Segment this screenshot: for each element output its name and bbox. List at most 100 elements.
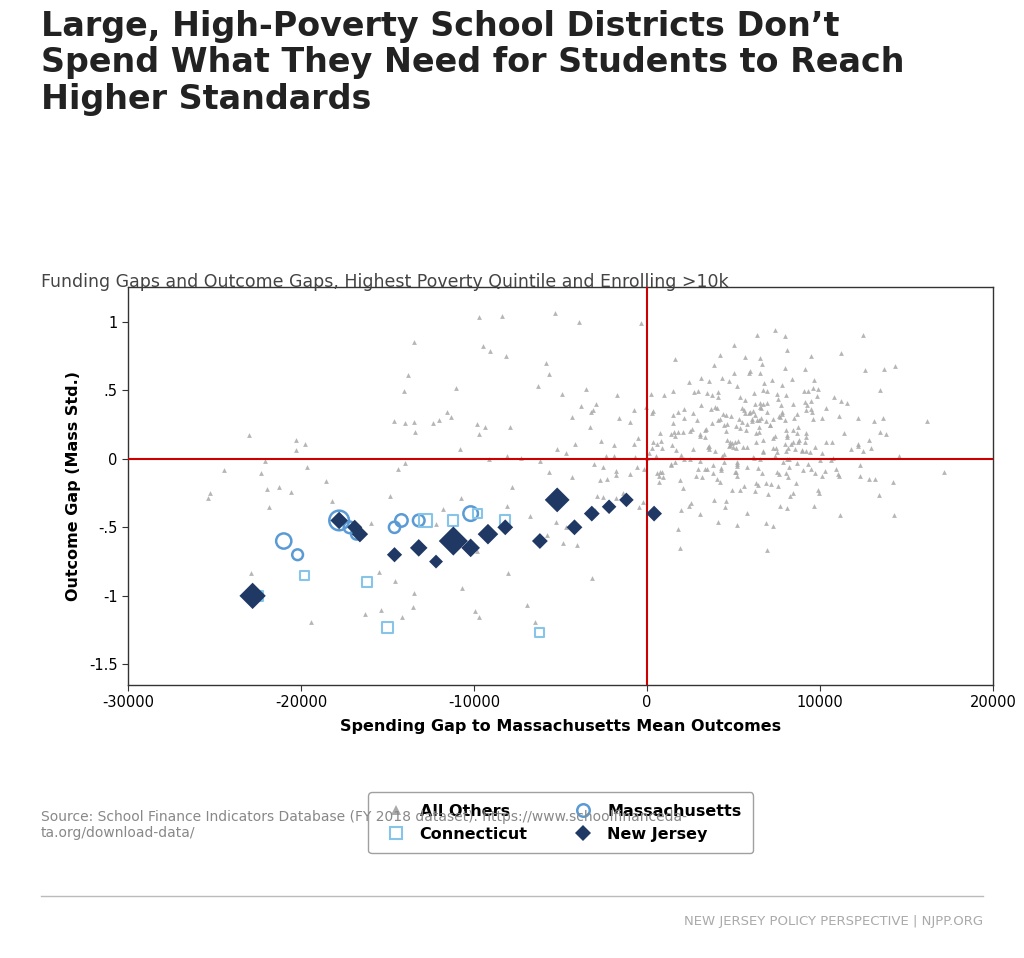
Point bbox=[748, 425, 764, 441]
Point bbox=[407, 423, 423, 439]
Point bbox=[758, 475, 774, 490]
Point bbox=[696, 462, 713, 477]
Point bbox=[665, 408, 681, 423]
Point bbox=[891, 448, 907, 464]
Point bbox=[703, 388, 720, 403]
Point bbox=[531, 626, 548, 641]
Point bbox=[818, 434, 835, 449]
Point bbox=[611, 410, 628, 425]
Point bbox=[598, 448, 614, 464]
Point bbox=[595, 459, 611, 474]
Point bbox=[730, 411, 746, 426]
Point bbox=[250, 588, 266, 604]
Point bbox=[728, 378, 744, 394]
Point bbox=[767, 448, 783, 464]
Point bbox=[719, 433, 735, 448]
Point bbox=[682, 451, 698, 467]
Point bbox=[718, 493, 734, 509]
Point bbox=[729, 517, 745, 533]
Point bbox=[764, 411, 780, 426]
Point bbox=[855, 444, 871, 459]
Point bbox=[418, 513, 434, 528]
Point bbox=[684, 441, 700, 456]
Point bbox=[878, 426, 894, 442]
Point bbox=[733, 415, 750, 430]
Point bbox=[810, 486, 826, 501]
Point bbox=[634, 494, 650, 510]
Point bbox=[553, 386, 569, 401]
Point bbox=[715, 406, 731, 422]
Point bbox=[480, 452, 497, 468]
Point bbox=[755, 397, 771, 412]
Point bbox=[752, 395, 768, 410]
Point bbox=[753, 400, 769, 416]
Point bbox=[498, 348, 514, 363]
Point bbox=[358, 575, 375, 590]
Point bbox=[824, 450, 841, 466]
Point bbox=[411, 540, 427, 556]
Point bbox=[299, 459, 315, 474]
Point bbox=[778, 466, 795, 481]
Point bbox=[754, 356, 770, 372]
Point bbox=[666, 423, 682, 439]
Point bbox=[749, 412, 765, 427]
Point bbox=[654, 465, 671, 480]
Point bbox=[609, 388, 626, 403]
Point bbox=[728, 468, 744, 484]
Point bbox=[808, 389, 824, 404]
Point bbox=[425, 415, 441, 430]
Point bbox=[758, 414, 774, 429]
Point bbox=[799, 398, 815, 413]
Text: Large, High-Poverty School Districts Don’t
Spend What They Need for Students to : Large, High-Poverty School Districts Don… bbox=[41, 10, 904, 116]
Point bbox=[202, 485, 218, 500]
Point bbox=[475, 338, 492, 354]
Point bbox=[778, 429, 795, 445]
Point bbox=[722, 434, 738, 449]
Point bbox=[690, 461, 707, 476]
Point bbox=[749, 475, 765, 490]
Point bbox=[759, 383, 775, 399]
Point bbox=[564, 409, 581, 424]
Point bbox=[618, 492, 635, 508]
Point bbox=[608, 463, 625, 478]
Point bbox=[589, 489, 605, 504]
Point bbox=[699, 386, 716, 401]
Point bbox=[411, 513, 427, 528]
Point bbox=[791, 420, 807, 435]
Point bbox=[813, 410, 829, 425]
Point bbox=[648, 436, 665, 451]
Point bbox=[215, 462, 231, 477]
Point bbox=[709, 471, 725, 487]
Point bbox=[872, 424, 889, 440]
Point bbox=[288, 433, 304, 448]
Point bbox=[728, 464, 744, 479]
Point bbox=[623, 415, 639, 430]
Point bbox=[245, 588, 261, 604]
Point bbox=[726, 435, 742, 450]
Point bbox=[614, 486, 631, 501]
Point bbox=[833, 346, 849, 361]
Point bbox=[547, 305, 563, 320]
Point bbox=[676, 401, 692, 417]
Point bbox=[651, 468, 668, 484]
Point bbox=[428, 516, 444, 532]
Point bbox=[729, 433, 745, 448]
Point bbox=[761, 417, 777, 432]
Point bbox=[541, 366, 557, 381]
Point bbox=[645, 403, 662, 419]
Point bbox=[885, 475, 901, 490]
Point bbox=[712, 348, 728, 363]
Point bbox=[886, 507, 902, 522]
Point bbox=[760, 487, 776, 502]
Point bbox=[887, 358, 903, 374]
Point bbox=[627, 449, 643, 465]
Point bbox=[200, 490, 216, 506]
Point bbox=[772, 410, 788, 425]
Point bbox=[549, 492, 565, 508]
Point bbox=[781, 488, 798, 503]
Point bbox=[439, 404, 456, 420]
Point bbox=[670, 405, 686, 421]
Point bbox=[787, 475, 804, 490]
Point bbox=[852, 468, 868, 484]
Point bbox=[693, 370, 710, 385]
